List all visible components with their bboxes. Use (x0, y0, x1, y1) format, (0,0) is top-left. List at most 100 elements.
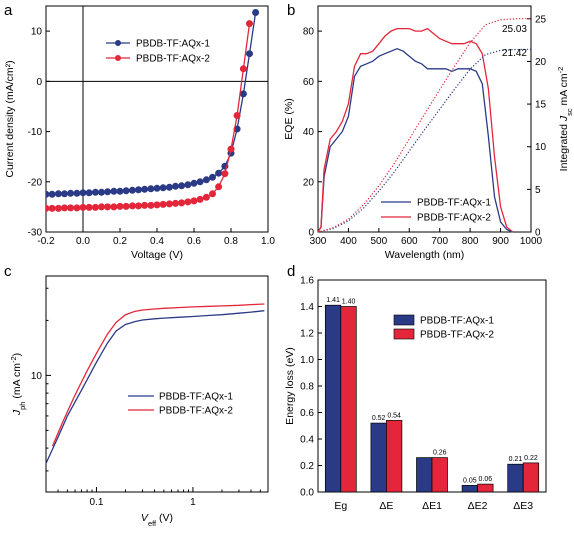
y2-tick-label: 5 (535, 185, 541, 196)
data-point-2 (165, 200, 173, 208)
data-point-2 (48, 204, 56, 212)
data-point-2 (67, 204, 75, 212)
data-point-2 (246, 20, 253, 28)
y-axis-label: Jph (mA cm-2) (9, 353, 27, 416)
data-point-1 (46, 190, 50, 198)
bar-value-label: 1.40 (342, 299, 356, 306)
y-axis-label: EQE (%) (283, 98, 295, 139)
legend-label: PBDB-TF:AQx-1 (417, 198, 491, 209)
panel-c-letter: c (4, 263, 12, 280)
data-point-1 (165, 183, 173, 191)
x-tick-label: 900 (492, 236, 509, 247)
x-tick-label: 700 (431, 236, 448, 247)
data-point-2 (73, 204, 81, 212)
series-line-2 (46, 23, 251, 210)
data-point-1 (73, 189, 81, 197)
data-point-2 (110, 203, 118, 211)
data-point-2 (202, 193, 210, 201)
legend-label: PBDB-TF:AQx-1 (420, 316, 494, 327)
y2-tick-label: 15 (535, 100, 547, 111)
x-tick-label: 300 (310, 236, 327, 247)
legend-label: PBDB-TF:AQx-2 (136, 54, 210, 65)
y-tick-label: 0.0 (300, 488, 314, 499)
bar-value-label: 0.54 (387, 412, 401, 419)
x-tick-label: 1000 (520, 236, 543, 247)
y-axis-label: Energy loss (eV) (284, 347, 296, 425)
data-point-2 (172, 199, 179, 207)
data-point-1 (98, 188, 105, 196)
x-tick-label: 0.4 (150, 236, 164, 247)
data-point-2 (135, 202, 142, 210)
x-tick-label: 600 (401, 236, 418, 247)
data-point-2 (104, 203, 112, 211)
bar-1 (416, 457, 433, 493)
y-tick-label: -20 (28, 177, 43, 188)
y-tick-label: 0.8 (300, 382, 314, 393)
data-point-2 (227, 145, 235, 153)
data-point-2 (91, 203, 99, 211)
bar-2 (477, 483, 494, 493)
legend-label: PBDB-TF:AQx-2 (159, 406, 233, 417)
y-tick-label: 0.6 (300, 408, 314, 419)
y-tick-label: 1.0 (300, 355, 314, 366)
data-point-1 (116, 187, 124, 195)
y-tick-label: 60 (303, 77, 315, 88)
data-point-1 (172, 182, 179, 190)
data-point-1 (54, 190, 62, 198)
category-label: Eg (334, 500, 347, 512)
data-point-1 (67, 189, 75, 197)
y2-tick-label: 10 (535, 142, 547, 153)
bar-1 (507, 463, 524, 493)
data-point-2 (61, 204, 68, 212)
legend-label: PBDB-TF:AQx-1 (159, 392, 233, 403)
category-label: ΔE2 (468, 500, 488, 512)
data-point-2 (221, 170, 229, 178)
x-axis-label: Veff (V) (141, 512, 173, 528)
x-tick-label: 1 (190, 497, 196, 508)
data-point-1 (48, 190, 56, 198)
y2-tick-label: 0 (535, 228, 541, 239)
x-tick-label: -0.2 (37, 236, 55, 247)
x-tick-label: 800 (462, 236, 479, 247)
red-integrated-value: 25.03 (502, 24, 527, 35)
panel-d-energy-loss-chart: 0.0 0.2 0.4 0.6 0.8 1.0 1.2 1.4 1.6 Energy loss (… (284, 276, 547, 512)
data-point-1 (239, 90, 247, 98)
data-point-2 (85, 203, 93, 211)
bar-value-label: 0.22 (524, 455, 538, 462)
x-tick-label: 500 (371, 236, 388, 247)
y-tick-label: -30 (28, 228, 43, 239)
y2-tick-label: 20 (535, 57, 547, 68)
data-point-2 (122, 202, 130, 210)
y-axis-label: Current density (mA/cm²) (4, 60, 16, 177)
data-point-2 (239, 65, 247, 73)
y-tick-label: 40 (303, 127, 315, 138)
data-point-2 (184, 198, 192, 206)
data-point-2 (178, 199, 186, 207)
data-point-1 (79, 189, 87, 197)
data-point-1 (110, 187, 118, 195)
bar-2 (431, 457, 448, 493)
data-point-1 (128, 186, 136, 194)
x-tick-label: 0.6 (187, 236, 201, 247)
legend-label: PBDB-TF:AQx-1 (136, 39, 210, 50)
data-point-1 (153, 184, 161, 192)
y-tick-label: 0.4 (300, 435, 314, 446)
legend-swatch (393, 314, 415, 326)
data-point-2 (141, 201, 149, 209)
data-point-2 (190, 197, 198, 205)
data-point-1 (184, 181, 192, 189)
data-point-1 (135, 186, 142, 194)
y-tick-label: 0 (308, 228, 314, 239)
x-axis-label: Voltage (V) (131, 249, 183, 261)
data-point-2 (46, 204, 50, 212)
panel-a-jv-chart: -0.2 0.0 0.2 0.4 0.6 0.8 1.0 10 0 -10 -20 -30 Voltag… (4, 5, 275, 261)
x-axis-label: Wavelength (nm) (385, 249, 465, 261)
data-point-2 (196, 195, 204, 203)
data-point-1 (202, 176, 210, 184)
data-point-2 (215, 183, 223, 191)
legend-swatch (393, 328, 415, 340)
data-point-2 (54, 204, 62, 212)
panel-a-letter: a (4, 2, 13, 19)
y-tick-label: 1.4 (300, 302, 314, 313)
